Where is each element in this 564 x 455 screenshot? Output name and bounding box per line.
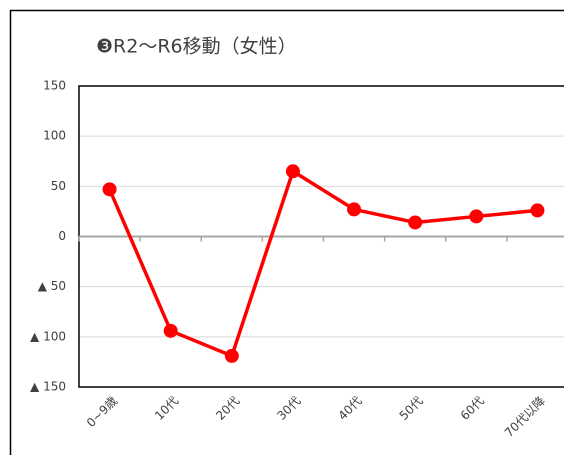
y-tick-label: ▲ 50 xyxy=(38,279,66,293)
y-tick-label: ▲ 100 xyxy=(30,329,66,343)
y-tick-label: 50 xyxy=(51,179,66,193)
marker xyxy=(285,164,300,179)
marker xyxy=(347,202,362,217)
marker xyxy=(469,209,484,224)
line xyxy=(107,169,538,358)
marker xyxy=(530,203,545,218)
outer-frame xyxy=(9,9,564,455)
y-tick-label: ▲ 150 xyxy=(30,380,66,394)
y-tick-label: 150 xyxy=(43,79,66,93)
y-tick-label: 0 xyxy=(58,229,66,243)
marker xyxy=(408,215,423,230)
chart-title: ❸R2～R6移動（女性） xyxy=(96,36,297,58)
marker xyxy=(163,323,178,338)
y-tick-label: 100 xyxy=(43,129,66,143)
marker xyxy=(102,182,117,197)
marker xyxy=(224,348,239,363)
